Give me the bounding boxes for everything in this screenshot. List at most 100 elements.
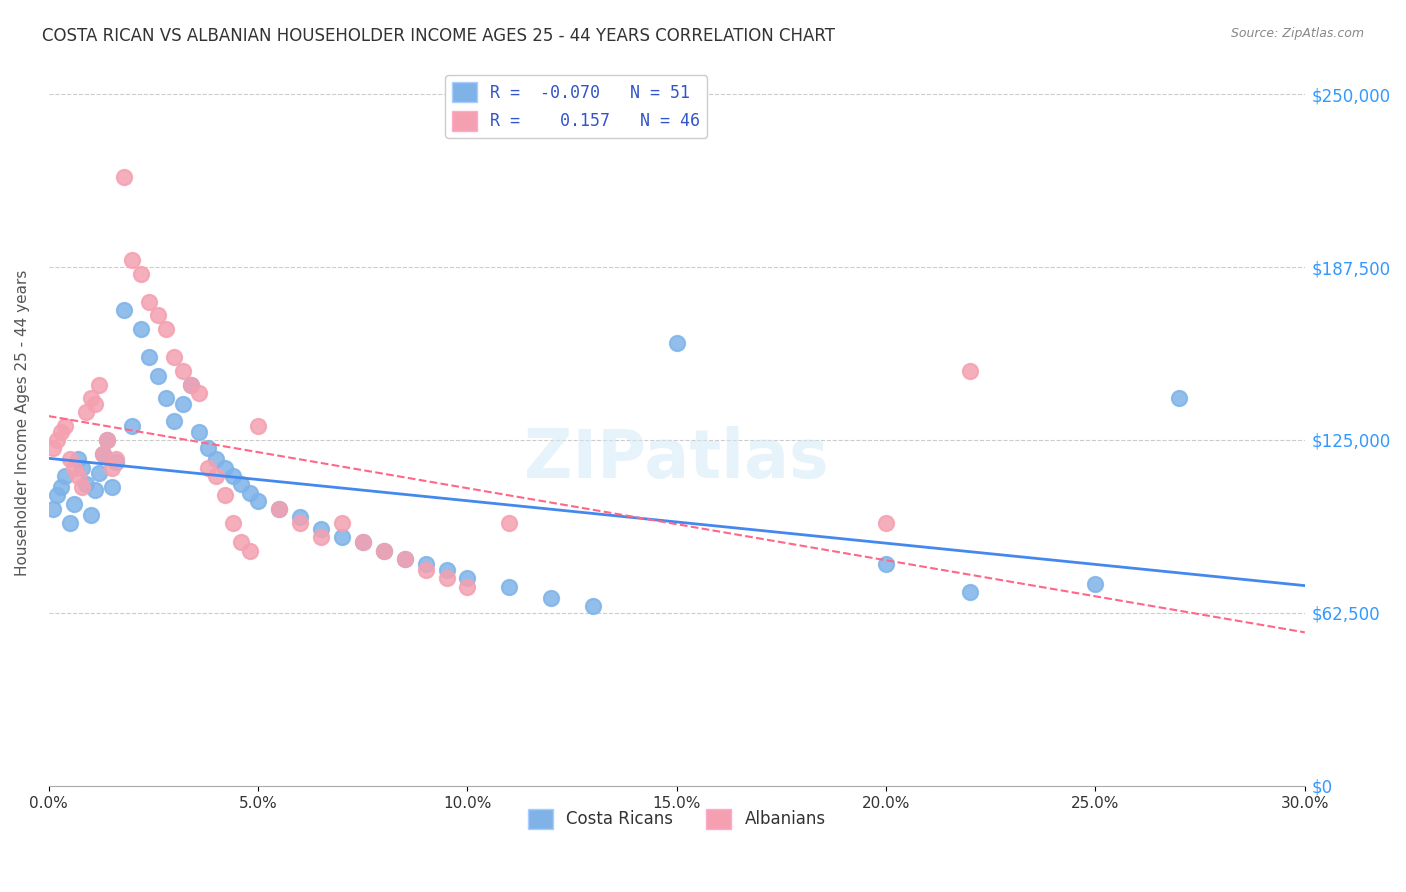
Point	[138, 350, 160, 364]
Point	[188, 386, 211, 401]
Point	[1168, 392, 1191, 406]
Point	[267, 502, 290, 516]
Point	[42, 502, 65, 516]
Text: Source: ZipAtlas.com: Source: ZipAtlas.com	[1230, 27, 1364, 40]
Point	[146, 309, 169, 323]
Point	[100, 480, 122, 494]
Point	[100, 460, 122, 475]
Point	[373, 543, 395, 558]
Point	[205, 452, 228, 467]
Point	[456, 580, 478, 594]
Point	[498, 580, 520, 594]
Point	[138, 294, 160, 309]
Point	[87, 466, 110, 480]
Point	[83, 397, 105, 411]
Point	[394, 552, 416, 566]
Point	[104, 455, 127, 469]
Point	[96, 433, 118, 447]
Point	[665, 336, 688, 351]
Point	[582, 599, 605, 613]
Point	[129, 322, 152, 336]
Y-axis label: Householder Income Ages 25 - 44 years: Householder Income Ages 25 - 44 years	[15, 269, 30, 576]
Point	[121, 253, 143, 268]
Point	[456, 571, 478, 585]
Point	[87, 377, 110, 392]
Point	[267, 502, 290, 516]
Point	[46, 488, 69, 502]
Point	[222, 516, 245, 530]
Point	[231, 477, 253, 491]
Point	[415, 558, 437, 572]
Legend: Costa Ricans, Albanians: Costa Ricans, Albanians	[522, 802, 832, 836]
Point	[436, 563, 458, 577]
Text: ZIPatlas: ZIPatlas	[524, 426, 830, 492]
Point	[163, 350, 186, 364]
Point	[394, 552, 416, 566]
Point	[67, 469, 90, 483]
Point	[79, 392, 101, 406]
Point	[51, 480, 73, 494]
Point	[75, 477, 97, 491]
Point	[352, 535, 374, 549]
Point	[172, 397, 194, 411]
Point	[239, 543, 262, 558]
Point	[309, 530, 332, 544]
Point	[112, 170, 135, 185]
Point	[79, 508, 101, 522]
Point	[146, 369, 169, 384]
Point	[55, 419, 77, 434]
Point	[330, 516, 353, 530]
Point	[1084, 577, 1107, 591]
Point	[42, 442, 65, 456]
Point	[239, 485, 262, 500]
Point	[172, 364, 194, 378]
Point	[197, 460, 219, 475]
Point	[59, 452, 82, 467]
Point	[121, 419, 143, 434]
Point	[352, 535, 374, 549]
Point	[959, 364, 981, 378]
Point	[197, 442, 219, 456]
Point	[498, 516, 520, 530]
Point	[112, 302, 135, 317]
Point	[83, 483, 105, 497]
Point	[309, 521, 332, 535]
Point	[222, 469, 245, 483]
Point	[163, 414, 186, 428]
Point	[231, 535, 253, 549]
Point	[55, 469, 77, 483]
Point	[96, 433, 118, 447]
Point	[373, 543, 395, 558]
Point	[46, 433, 69, 447]
Point	[59, 516, 82, 530]
Point	[180, 377, 202, 392]
Point	[214, 460, 236, 475]
Point	[70, 480, 93, 494]
Point	[959, 585, 981, 599]
Point	[67, 452, 90, 467]
Point	[63, 497, 86, 511]
Point	[288, 516, 311, 530]
Point	[70, 460, 93, 475]
Point	[875, 558, 897, 572]
Point	[415, 563, 437, 577]
Point	[875, 516, 897, 530]
Point	[155, 322, 177, 336]
Point	[247, 493, 270, 508]
Point	[180, 377, 202, 392]
Point	[188, 425, 211, 439]
Point	[540, 591, 562, 605]
Point	[330, 530, 353, 544]
Point	[436, 571, 458, 585]
Point	[63, 460, 86, 475]
Point	[247, 419, 270, 434]
Point	[288, 510, 311, 524]
Point	[205, 469, 228, 483]
Point	[75, 405, 97, 419]
Point	[51, 425, 73, 439]
Point	[214, 488, 236, 502]
Point	[129, 267, 152, 281]
Point	[91, 447, 114, 461]
Point	[91, 447, 114, 461]
Point	[104, 452, 127, 467]
